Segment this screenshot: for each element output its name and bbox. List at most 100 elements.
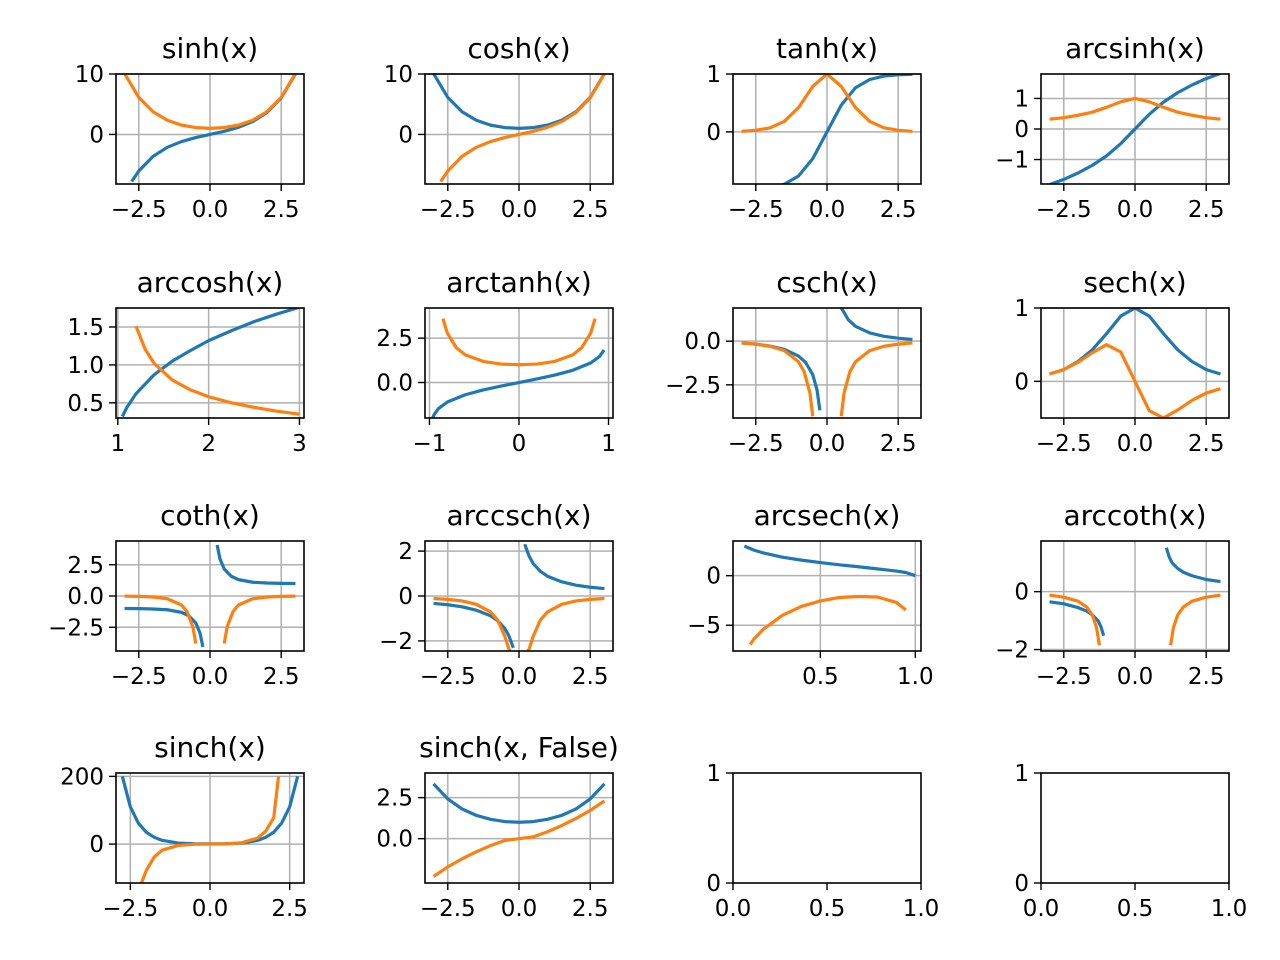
subplot-12: −2.5 0.0 2.5 0 200 sinch(x): [60, 731, 308, 922]
subplot-14: 0.0 0.5 1.0 0 1: [706, 761, 939, 922]
series-line-0: [124, 606, 205, 648]
x-tick-label: 2.5: [263, 197, 300, 223]
y-tick-label: 0: [706, 564, 721, 590]
x-tick-label: −2.5: [420, 664, 476, 690]
x-tick-label: −2.5: [111, 197, 167, 223]
x-tick-label: 0.0: [501, 896, 538, 922]
x-tick-label: 3: [292, 431, 307, 457]
series-line-1: [441, 318, 597, 367]
y-tick-label: 0.5: [67, 391, 104, 417]
axes-frame: [732, 540, 922, 652]
y-tick-label: −2.5: [48, 615, 104, 641]
axes-frame: [115, 307, 305, 419]
x-tick-label: 0.0: [1117, 197, 1154, 223]
x-tick-label: 1.0: [903, 896, 940, 922]
y-tick-label: −1: [995, 148, 1029, 174]
subplot-10: 0.5 1.0 −5 0 arcsech(x): [687, 499, 933, 690]
series-line-2: [433, 596, 512, 651]
y-tick-label: 0.0: [376, 371, 413, 397]
subplot-title: arcsech(x): [754, 499, 901, 532]
x-tick-label: 0.5: [1117, 896, 1154, 922]
y-tick-label: 2.5: [67, 553, 104, 579]
y-tick-label: 2: [398, 539, 413, 565]
y-tick-label: 1: [1014, 86, 1029, 112]
y-tick-label: 1.0: [67, 353, 104, 379]
y-tick-label: 0: [706, 871, 721, 897]
subplot-1: −2.5 0.0 2.5 0 10 cosh(x): [384, 32, 614, 223]
y-tick-label: 1: [1014, 761, 1029, 787]
series-line-3: [526, 596, 605, 651]
x-tick-label: −2.5: [1036, 197, 1092, 223]
subplot-title: sech(x): [1083, 266, 1186, 299]
x-tick-label: 0.5: [809, 896, 846, 922]
subplot-title: arccosh(x): [137, 266, 284, 299]
x-tick-label: 2.5: [572, 896, 609, 922]
y-tick-label: 1: [1014, 296, 1029, 322]
y-tick-label: 2.5: [376, 786, 413, 812]
x-tick-label: −2.5: [1036, 664, 1092, 690]
subplot-title: coth(x): [160, 499, 260, 532]
y-tick-label: 0: [1014, 580, 1029, 606]
series-line-1: [432, 799, 606, 878]
series-line-2: [741, 341, 815, 417]
series-line-1: [139, 776, 281, 883]
x-tick-label: −2.5: [1036, 431, 1092, 457]
axes-frame: [1040, 772, 1230, 884]
series-line-3: [839, 341, 913, 417]
x-tick-label: 0.0: [1117, 664, 1154, 690]
x-tick-label: 0.0: [192, 664, 229, 690]
series-line-1: [215, 544, 296, 586]
x-tick-label: 2.5: [880, 197, 917, 223]
subplot-title: csch(x): [776, 266, 878, 299]
x-tick-label: −2.5: [728, 431, 784, 457]
x-tick-label: 1.0: [1211, 896, 1248, 922]
x-tick-label: 0.0: [501, 197, 538, 223]
y-tick-label: 1: [706, 62, 721, 88]
y-tick-label: 0: [398, 122, 413, 148]
y-tick-label: −2.5: [665, 373, 721, 399]
x-tick-label: 0.0: [715, 896, 752, 922]
x-tick-label: 0.0: [1023, 896, 1060, 922]
subplot-3: −2.5 0.0 2.5 −1 0 1 arcsinh(x): [995, 32, 1230, 223]
x-tick-label: 0.0: [501, 664, 538, 690]
subplot-title: arcsinh(x): [1065, 32, 1205, 65]
series-line-0: [741, 341, 822, 411]
y-tick-label: 0.0: [376, 827, 413, 853]
x-tick-label: 0.0: [809, 197, 846, 223]
x-tick-label: 0.5: [802, 664, 839, 690]
series-line-1: [523, 543, 605, 591]
series-line-0: [778, 74, 913, 184]
axes-frame: [732, 772, 922, 884]
x-tick-label: 2.5: [572, 664, 609, 690]
subplot-title: cosh(x): [467, 32, 570, 65]
x-tick-label: 2.5: [271, 896, 308, 922]
y-tick-label: 0.0: [67, 584, 104, 610]
series-line-1: [741, 74, 913, 133]
y-tick-label: 0: [1014, 117, 1029, 143]
y-tick-label: 1.5: [67, 315, 104, 341]
subplot-11: −2.5 0.0 2.5 −2 0 arccoth(x): [995, 499, 1230, 690]
series-line-3: [1169, 593, 1221, 646]
y-tick-label: 1: [706, 761, 721, 787]
y-tick-label: −2: [379, 629, 413, 655]
series-line-0: [1049, 74, 1221, 184]
x-tick-label: 2.5: [572, 197, 609, 223]
x-tick-label: 1: [110, 431, 125, 457]
y-tick-label: 0: [1014, 871, 1029, 897]
series-line-0: [432, 782, 606, 824]
x-tick-label: 2: [201, 431, 216, 457]
subplot-2: −2.5 0.0 2.5 0 1 tanh(x): [706, 32, 922, 223]
x-tick-label: 2.5: [1188, 664, 1225, 690]
series-line-3: [222, 594, 296, 644]
y-tick-label: 0: [706, 120, 721, 146]
series-line-1: [439, 74, 606, 183]
subplot-title: tanh(x): [776, 32, 878, 65]
x-tick-label: 0.0: [192, 197, 229, 223]
x-tick-label: −2.5: [728, 197, 784, 223]
series-line-1: [1049, 96, 1221, 121]
subplot-4: 1 2 3 0.5 1.0 1.5 arccosh(x): [67, 266, 306, 457]
y-tick-label: 0.0: [684, 329, 721, 355]
subplot-title: arctanh(x): [446, 266, 592, 299]
y-tick-label: −2: [995, 638, 1029, 664]
